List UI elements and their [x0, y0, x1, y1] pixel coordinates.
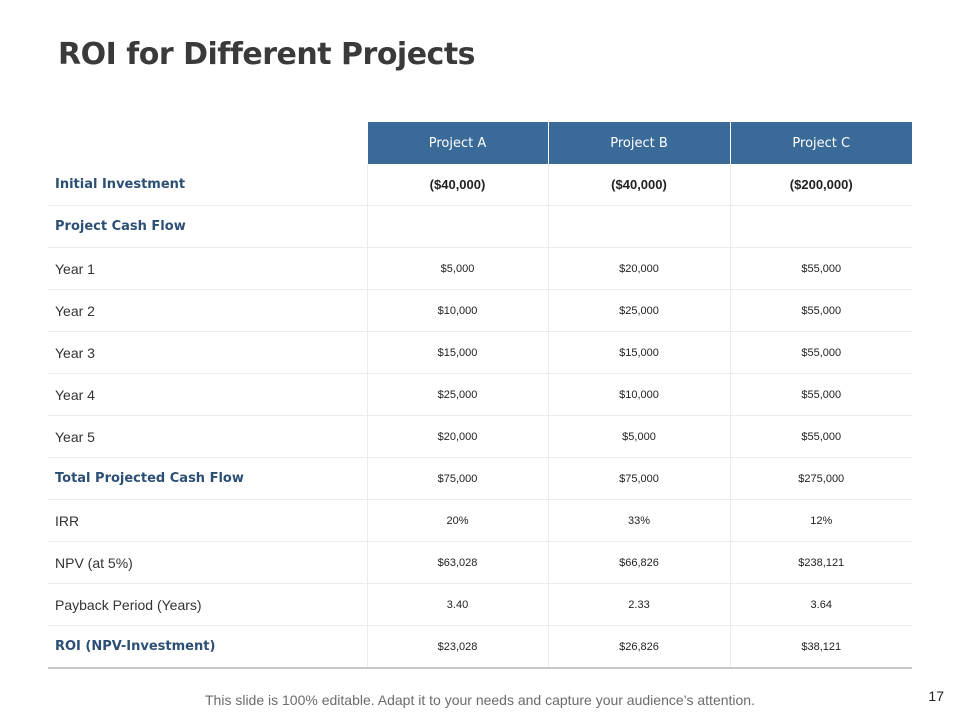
cell-project-a: $75,000 [366, 457, 548, 500]
cell-project-c: 3.64 [729, 583, 912, 626]
cell-project-b: 2.33 [547, 583, 730, 626]
table-row-payback-period: Payback Period (Years) 3.40 2.33 3.64 [48, 583, 912, 626]
cell-project-b: $75,000 [547, 457, 730, 500]
cell-project-a: $23,028 [366, 625, 548, 669]
cell-project-a: 20% [366, 499, 548, 542]
slide-title: ROI for Different Projects [58, 37, 476, 72]
cell-project-c: $55,000 [729, 247, 912, 290]
header-project-a: Project A [366, 122, 548, 164]
table-row-roi: ROI (NPV-Investment) $23,028 $26,826 $38… [48, 625, 912, 669]
cell-project-a [366, 205, 548, 248]
table-row-year-4: Year 4 $25,000 $10,000 $55,000 [48, 373, 912, 416]
cell-project-a: 3.40 [366, 583, 548, 626]
cell-project-c: 12% [729, 499, 912, 542]
row-label: NPV (at 5%) [48, 541, 367, 584]
cell-project-b: 33% [547, 499, 730, 542]
header-project-c: Project C [729, 122, 912, 164]
cell-project-c [729, 205, 912, 248]
cell-project-b: $20,000 [547, 247, 730, 290]
row-label: Initial Investment [48, 164, 367, 206]
roi-table: Project A Project B Project C Initial In… [48, 122, 912, 669]
cell-project-c: $38,121 [729, 625, 912, 669]
cell-project-c: $55,000 [729, 415, 912, 458]
cell-project-b: $26,826 [547, 625, 730, 669]
cell-project-a: $63,028 [366, 541, 548, 584]
row-label: Year 3 [48, 331, 367, 374]
cell-project-b [547, 205, 730, 248]
table-row-project-cash-flow: Project Cash Flow [48, 205, 912, 248]
cell-project-c: $55,000 [729, 289, 912, 332]
row-label: IRR [48, 499, 367, 542]
cell-project-c: $238,121 [729, 541, 912, 584]
table-row-year-2: Year 2 $10,000 $25,000 $55,000 [48, 289, 912, 332]
cell-project-a: $15,000 [366, 331, 548, 374]
row-label: ROI (NPV-Investment) [48, 625, 367, 669]
cell-project-c: $275,000 [729, 457, 912, 500]
cell-project-a: $25,000 [366, 373, 548, 416]
cell-project-c: ($200,000) [729, 164, 912, 206]
table-row-year-5: Year 5 $20,000 $5,000 $55,000 [48, 415, 912, 458]
cell-project-a: $5,000 [366, 247, 548, 290]
table-row-total-projected-cash-flow: Total Projected Cash Flow $75,000 $75,00… [48, 457, 912, 500]
cell-project-b: $25,000 [547, 289, 730, 332]
cell-project-b: $66,826 [547, 541, 730, 584]
row-label: Year 5 [48, 415, 367, 458]
table-row-initial-investment: Initial Investment ($40,000) ($40,000) (… [48, 164, 912, 206]
table-row-year-1: Year 1 $5,000 $20,000 $55,000 [48, 247, 912, 290]
row-label: Year 2 [48, 289, 367, 332]
row-label: Project Cash Flow [48, 205, 367, 248]
footer-note: This slide is 100% editable. Adapt it to… [205, 692, 755, 708]
row-label: Year 4 [48, 373, 367, 416]
table-header-row: Project A Project B Project C [48, 122, 912, 164]
header-project-b: Project B [547, 122, 730, 164]
cell-project-c: $55,000 [729, 373, 912, 416]
page-number: 17 [928, 688, 944, 704]
cell-project-a: ($40,000) [366, 164, 548, 206]
cell-project-b: $15,000 [547, 331, 730, 374]
cell-project-b: ($40,000) [547, 164, 730, 206]
cell-project-b: $10,000 [547, 373, 730, 416]
row-label: Year 1 [48, 247, 367, 290]
table-row-npv: NPV (at 5%) $63,028 $66,826 $238,121 [48, 541, 912, 584]
header-corner-cell [48, 122, 367, 164]
cell-project-b: $5,000 [547, 415, 730, 458]
cell-project-c: $55,000 [729, 331, 912, 374]
cell-project-a: $10,000 [366, 289, 548, 332]
row-label: Payback Period (Years) [48, 583, 367, 626]
row-label: Total Projected Cash Flow [48, 457, 367, 500]
table-row-year-3: Year 3 $15,000 $15,000 $55,000 [48, 331, 912, 374]
cell-project-a: $20,000 [366, 415, 548, 458]
table-row-irr: IRR 20% 33% 12% [48, 499, 912, 542]
